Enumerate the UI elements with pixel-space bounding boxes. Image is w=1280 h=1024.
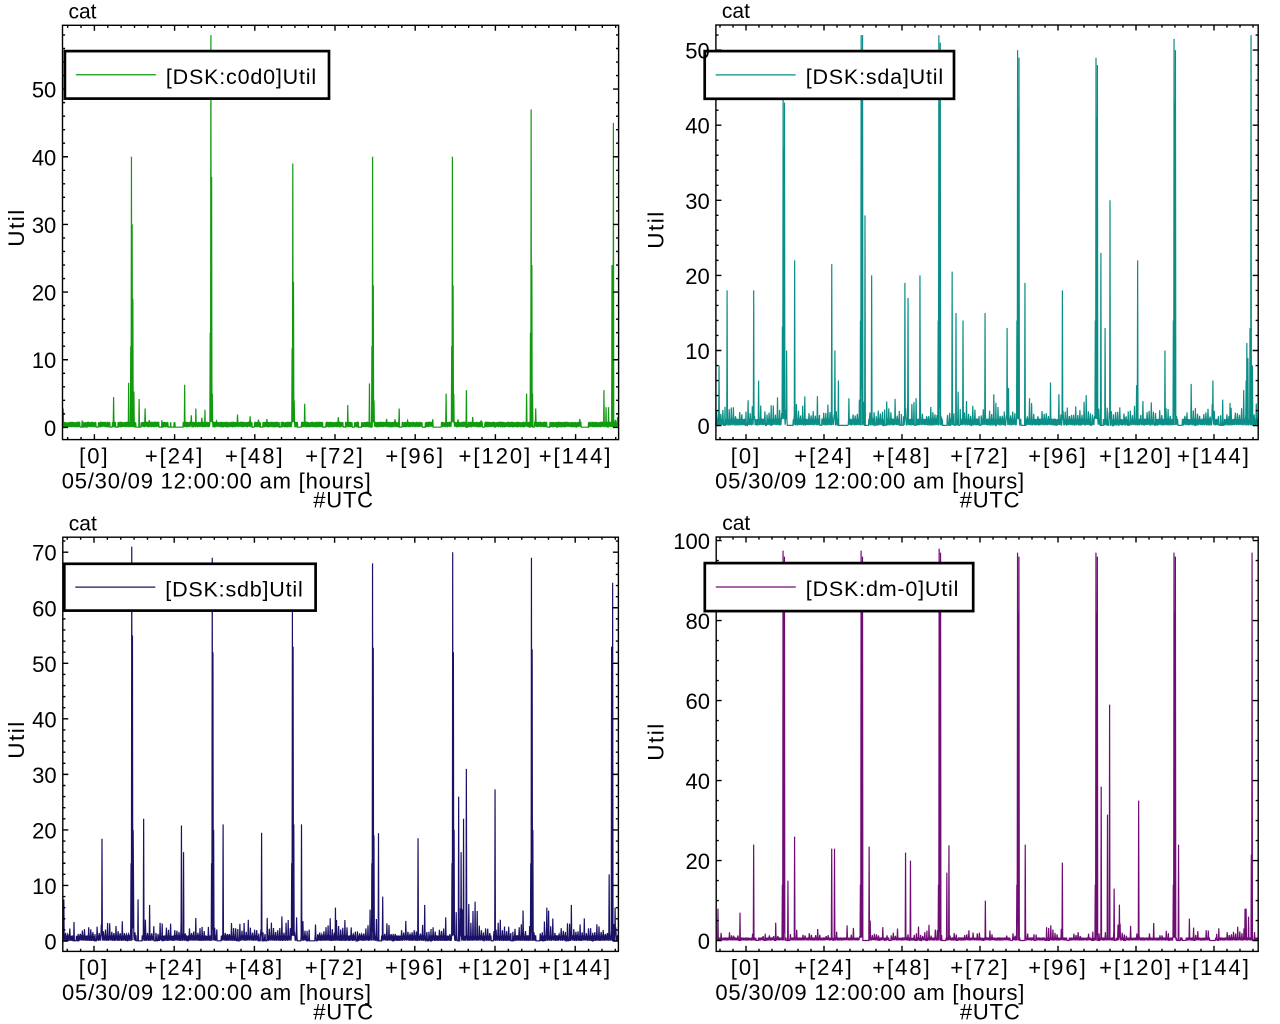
svg-text:+[96]: +[96]	[385, 443, 445, 468]
svg-text:05/30/09 12:00:00 am [hours]: 05/30/09 12:00:00 am [hours]	[715, 468, 1025, 493]
svg-text:+[96]: +[96]	[385, 955, 445, 980]
svg-text:+[48]: +[48]	[872, 955, 932, 980]
svg-text:#UTC: #UTC	[960, 488, 1021, 513]
svg-text:+[24]: +[24]	[794, 443, 854, 468]
svg-text:+[24]: +[24]	[145, 443, 205, 468]
svg-text:+[144]: +[144]	[539, 443, 613, 468]
svg-text:+[24]: +[24]	[144, 955, 204, 980]
svg-text:05/30/09 12:00:00 am [hours]: 05/30/09 12:00:00 am [hours]	[62, 980, 372, 1005]
svg-text:40: 40	[32, 145, 56, 170]
svg-text:20: 20	[32, 818, 56, 843]
svg-text:0: 0	[698, 929, 710, 954]
svg-text:+[120]: +[120]	[1099, 443, 1173, 468]
svg-text:05/30/09 12:00:00 am [hours]: 05/30/09 12:00:00 am [hours]	[715, 980, 1025, 1005]
svg-text:30: 30	[32, 213, 56, 238]
svg-text:20: 20	[686, 849, 710, 874]
svg-text:+[48]: +[48]	[872, 443, 932, 468]
svg-text:80: 80	[686, 609, 710, 634]
svg-text:50: 50	[32, 652, 56, 677]
svg-text:[DSK:sdb]Util: [DSK:sdb]Util	[165, 577, 303, 601]
svg-text:[0]: [0]	[79, 955, 109, 980]
svg-text:cat: cat	[69, 1, 97, 24]
svg-text:10: 10	[32, 348, 56, 373]
svg-text:[DSK:c0d0]Util: [DSK:c0d0]Util	[166, 65, 317, 89]
svg-text:10: 10	[685, 339, 709, 364]
svg-text:0: 0	[44, 416, 56, 441]
svg-text:40: 40	[685, 114, 709, 139]
svg-text:50: 50	[32, 78, 56, 103]
svg-text:+[72]: +[72]	[305, 443, 365, 468]
svg-text:0: 0	[44, 930, 56, 955]
svg-text:10: 10	[32, 874, 56, 899]
svg-text:[DSK:dm-0]Util: [DSK:dm-0]Util	[806, 577, 959, 601]
svg-text:+[72]: +[72]	[950, 955, 1010, 980]
svg-text:20: 20	[685, 264, 709, 289]
svg-text:[0]: [0]	[731, 955, 761, 980]
svg-text:+[144]: +[144]	[1177, 443, 1251, 468]
svg-text:40: 40	[32, 707, 56, 732]
svg-text:50: 50	[685, 39, 709, 64]
svg-text:20: 20	[32, 281, 56, 306]
svg-text:70: 70	[32, 541, 56, 566]
svg-text:#UTC: #UTC	[313, 488, 374, 513]
svg-text:+[72]: +[72]	[305, 955, 365, 980]
svg-text:cat: cat	[722, 0, 750, 23]
svg-text:+[72]: +[72]	[950, 443, 1010, 468]
svg-text:[0]: [0]	[79, 443, 109, 468]
svg-text:05/30/09 12:00:00 am [hours]: 05/30/09 12:00:00 am [hours]	[62, 468, 372, 493]
svg-text:+[48]: +[48]	[225, 443, 285, 468]
svg-text:Util: Util	[4, 208, 29, 247]
svg-text:30: 30	[685, 189, 709, 214]
svg-text:+[144]: +[144]	[1177, 955, 1251, 980]
svg-text:30: 30	[32, 763, 56, 788]
svg-text:100: 100	[673, 529, 710, 554]
svg-text:#UTC: #UTC	[960, 999, 1021, 1024]
svg-text:[DSK:sda]Util: [DSK:sda]Util	[806, 65, 944, 89]
svg-text:+[120]: +[120]	[1099, 955, 1173, 980]
svg-text:+[96]: +[96]	[1028, 955, 1088, 980]
svg-text:+[120]: +[120]	[459, 443, 533, 468]
svg-text:+[120]: +[120]	[458, 955, 532, 980]
svg-text:Util: Util	[4, 720, 29, 759]
svg-text:+[48]: +[48]	[225, 955, 285, 980]
svg-text:0: 0	[697, 414, 709, 439]
svg-text:40: 40	[686, 769, 710, 794]
svg-text:60: 60	[32, 596, 56, 621]
svg-text:[0]: [0]	[731, 443, 761, 468]
svg-text:+[144]: +[144]	[538, 955, 612, 980]
svg-text:+[24]: +[24]	[794, 955, 854, 980]
svg-text:#UTC: #UTC	[313, 999, 374, 1024]
svg-text:Util: Util	[643, 210, 668, 249]
svg-text:60: 60	[686, 689, 710, 714]
svg-text:cat: cat	[722, 512, 750, 535]
svg-text:+[96]: +[96]	[1028, 443, 1088, 468]
svg-text:Util: Util	[643, 722, 668, 761]
svg-text:cat: cat	[69, 512, 97, 535]
